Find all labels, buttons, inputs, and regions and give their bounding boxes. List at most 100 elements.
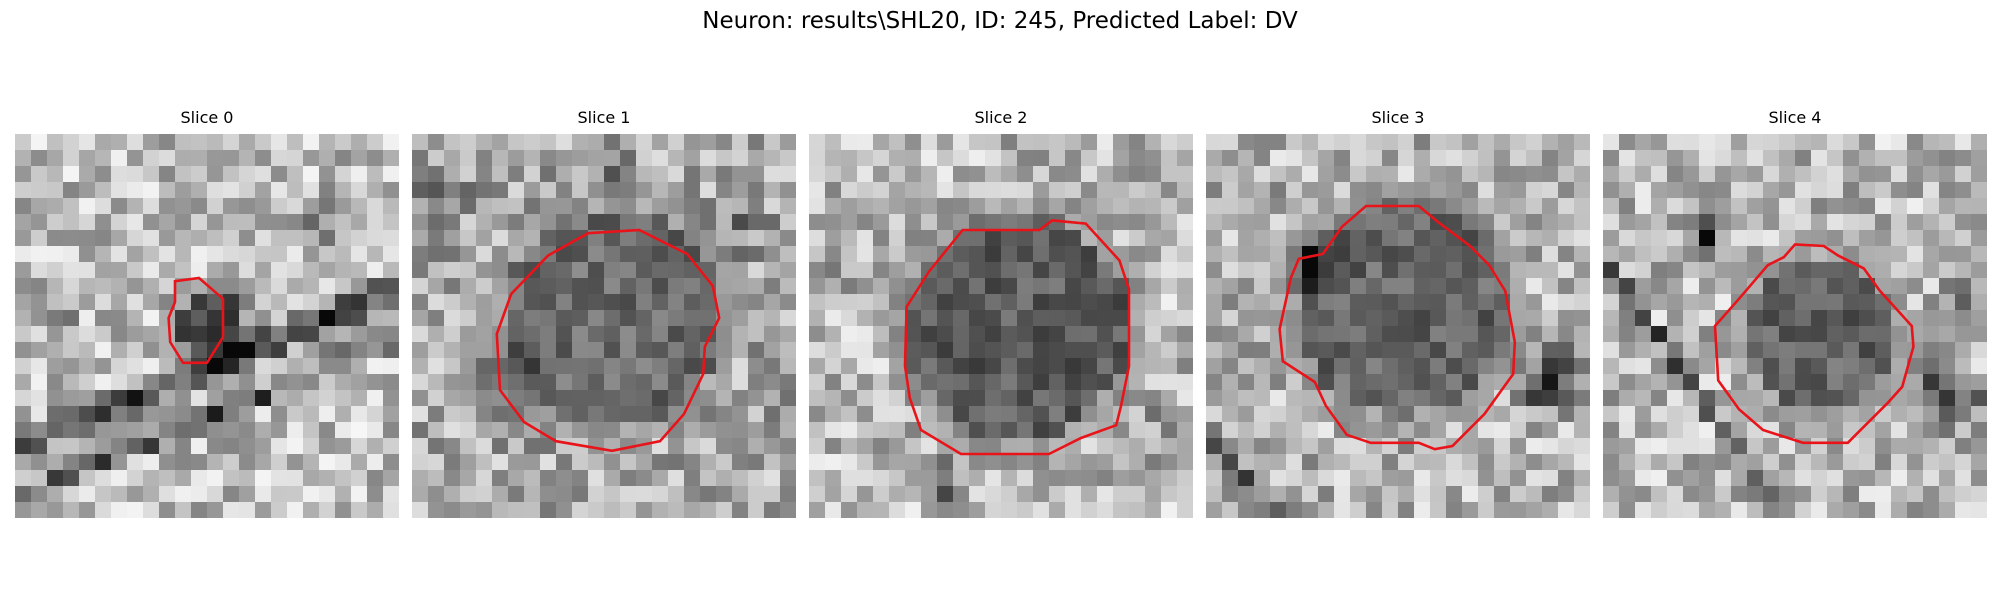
pixel (223, 390, 240, 407)
pixel (367, 454, 384, 471)
pixel (1017, 454, 1034, 471)
pixel (175, 150, 192, 167)
pixel (1811, 470, 1828, 487)
pixel (335, 214, 352, 231)
pixel (255, 390, 272, 407)
pixel (1603, 214, 1620, 231)
pixel (1302, 438, 1319, 455)
pixel (1177, 486, 1193, 503)
pixel (620, 246, 637, 263)
pixel (1827, 342, 1844, 359)
pixel (287, 326, 304, 343)
pixel (780, 198, 796, 215)
pixel (1206, 454, 1223, 471)
pixel (47, 342, 64, 359)
pixel (444, 310, 461, 327)
pixel (1113, 326, 1130, 343)
pixel (572, 310, 589, 327)
pixel (969, 214, 986, 231)
pixel (1827, 214, 1844, 231)
pixel (1667, 278, 1684, 295)
pixel (1001, 326, 1018, 343)
pixel (367, 502, 384, 518)
pixel (1270, 326, 1287, 343)
pixel (1859, 182, 1876, 199)
pixel (809, 310, 826, 327)
pixel (1001, 166, 1018, 183)
pixel (1350, 278, 1367, 295)
pixel (1206, 358, 1223, 375)
pixel (1875, 134, 1892, 151)
pixel (476, 422, 493, 439)
pixel (572, 166, 589, 183)
pixel (1795, 422, 1812, 439)
pixel (588, 150, 605, 167)
pixel (1907, 262, 1924, 279)
pixel (460, 150, 477, 167)
pixel (716, 326, 733, 343)
pixel (1350, 310, 1367, 327)
pixel (1049, 422, 1066, 439)
pixel (1334, 390, 1351, 407)
pixel (1398, 230, 1415, 247)
pixel (905, 486, 922, 503)
pixel (1494, 486, 1511, 503)
pixel (15, 486, 32, 503)
pixel (780, 438, 796, 455)
pixel (1414, 326, 1431, 343)
pixel (476, 406, 493, 423)
pixel (127, 294, 144, 311)
pixel (383, 422, 399, 439)
pixel (1747, 278, 1764, 295)
pixel (1113, 198, 1130, 215)
pixel (1859, 214, 1876, 231)
pixel (428, 310, 445, 327)
pixel (969, 134, 986, 151)
pixel (748, 470, 765, 487)
pixel (1971, 310, 1987, 327)
pixel (271, 134, 288, 151)
pixel (47, 150, 64, 167)
pixel (127, 342, 144, 359)
pixel (1603, 198, 1620, 215)
pixel (1033, 294, 1050, 311)
pixel (1542, 278, 1559, 295)
pixel (620, 150, 637, 167)
pixel (1619, 182, 1636, 199)
pixel (841, 134, 858, 151)
pixel (1206, 278, 1223, 295)
pixel (921, 502, 938, 518)
pixel (191, 278, 208, 295)
pixel (1382, 150, 1399, 167)
pixel (1747, 454, 1764, 471)
pixel (1494, 454, 1511, 471)
pixel (953, 454, 970, 471)
pixel (319, 342, 336, 359)
pixel (905, 294, 922, 311)
pixel (1270, 374, 1287, 391)
pixel (287, 294, 304, 311)
pixel (143, 182, 160, 199)
pixel (159, 502, 176, 518)
pixel (1526, 198, 1543, 215)
pixel (1065, 422, 1082, 439)
pixel (524, 310, 541, 327)
pixel (540, 166, 557, 183)
pixel (47, 310, 64, 327)
pixel (636, 166, 653, 183)
pixel (1017, 214, 1034, 231)
pixel (1366, 166, 1383, 183)
pixel (127, 470, 144, 487)
pixel (31, 198, 48, 215)
pixel (524, 390, 541, 407)
pixel (1222, 198, 1239, 215)
pixel (1635, 326, 1652, 343)
pixel (1971, 470, 1987, 487)
pixel (383, 294, 399, 311)
pixel (1891, 262, 1908, 279)
pixel (1334, 166, 1351, 183)
pixel (620, 166, 637, 183)
pixel (1049, 358, 1066, 375)
pixel (937, 310, 954, 327)
